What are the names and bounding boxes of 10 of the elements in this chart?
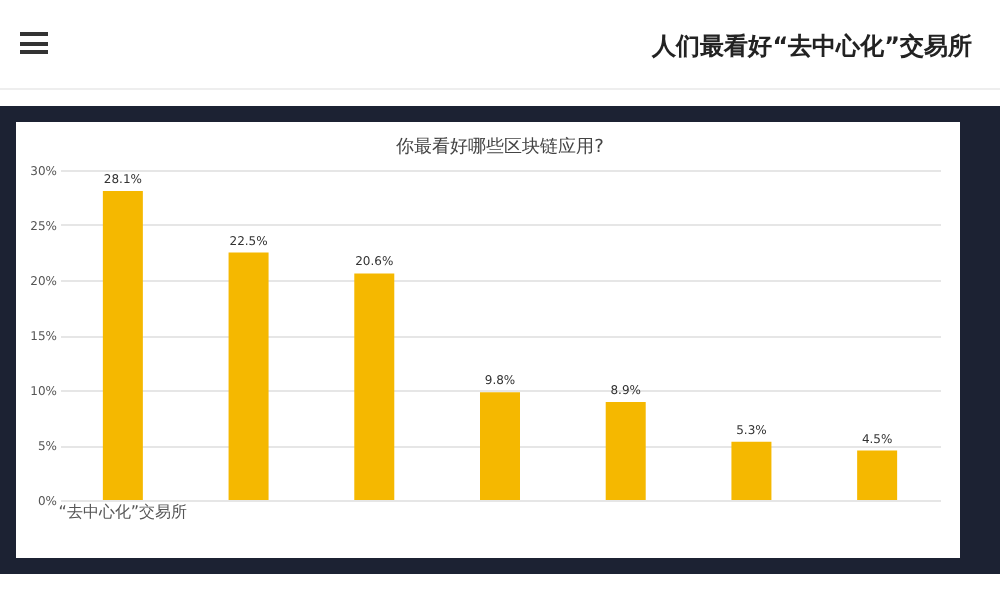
bar [731,441,772,500]
bar [605,402,646,500]
text: 人们最看好“去中心化”交易所 [652,30,972,64]
bar [857,450,898,500]
chart-title: 你最看好哪些区块链应用? [396,136,605,158]
bar [354,273,395,500]
bar [102,190,143,500]
bar [228,252,269,500]
x-tick-label: “去中心化”交易所 [58,503,188,521]
bar [480,392,520,500]
